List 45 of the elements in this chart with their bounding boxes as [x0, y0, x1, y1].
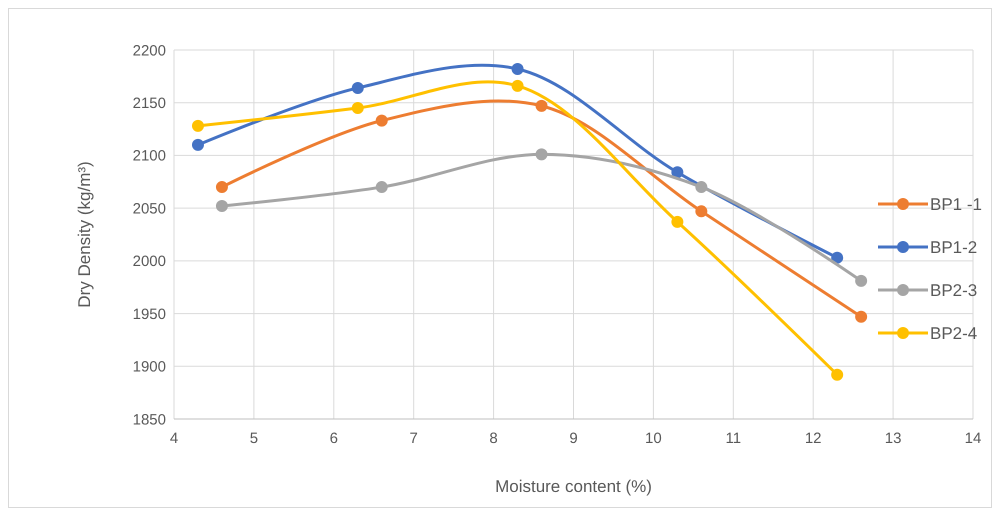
y-tick-label: 2150	[132, 94, 166, 112]
point	[216, 181, 228, 194]
point	[695, 181, 708, 194]
point	[855, 274, 868, 287]
point	[512, 62, 524, 75]
y-tick-label: 2200	[132, 42, 166, 60]
y-axis-title: Dry Density (kg/m³)	[75, 161, 94, 308]
x-tick-label: 14	[964, 430, 982, 447]
point	[536, 148, 548, 160]
point	[695, 205, 708, 218]
y-tick-label: 2050	[132, 200, 166, 218]
y-tick-label: 1950	[132, 306, 166, 323]
legend-label: BP1 -1	[930, 194, 982, 214]
x-tick-label: 12	[804, 430, 822, 447]
y-tick-label: 1850	[132, 411, 166, 428]
legend-label: BP1-2	[930, 238, 978, 257]
point	[671, 166, 684, 178]
point	[352, 102, 364, 114]
point	[831, 252, 844, 264]
point	[855, 310, 868, 323]
point	[192, 138, 204, 151]
x-tick-label: 6	[330, 430, 338, 447]
x-tick-label: 11	[726, 430, 742, 447]
point	[671, 216, 684, 228]
point	[352, 82, 364, 94]
x-tick-label: 10	[645, 430, 662, 447]
point	[512, 80, 524, 92]
y-tick-label: 2000	[132, 253, 166, 270]
x-tick-label: 13	[884, 430, 902, 447]
legend-label: BP2-3	[930, 280, 978, 300]
y-tick-label: 2100	[132, 148, 166, 165]
x-tick-label: 8	[489, 430, 498, 447]
x-tick-label: 4	[170, 430, 178, 447]
legend-label: BP2-4	[930, 324, 978, 343]
x-axis-title: Moisture content (%)	[495, 477, 652, 496]
x-tick-label: 5	[250, 430, 258, 447]
y-tick-label: 1900	[132, 358, 166, 376]
x-tick-label: 9	[569, 430, 578, 447]
point	[536, 100, 548, 112]
point	[216, 200, 228, 212]
x-tick-label: 7	[410, 430, 418, 447]
point	[376, 114, 388, 127]
point	[192, 120, 204, 132]
point	[376, 181, 388, 194]
point	[831, 368, 844, 381]
